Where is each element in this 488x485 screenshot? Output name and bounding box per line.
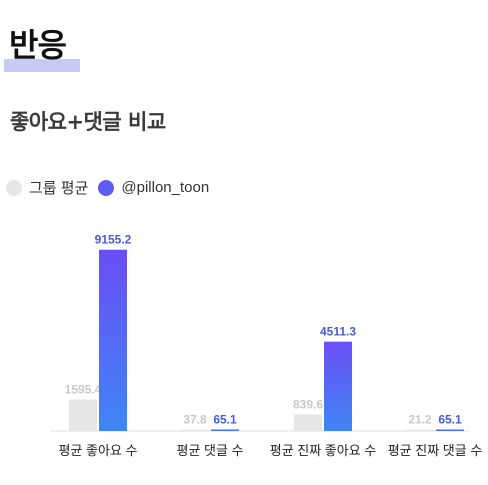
category-label: 평균 좋아요 수 [59, 443, 138, 458]
chart-title: 좋아요+댓글 비교 [10, 110, 166, 134]
category-label: 평균 댓글 수 [176, 443, 243, 458]
bar-account[interactable] [99, 249, 127, 431]
legend-label-group-average: 그룹 평균 [29, 180, 89, 197]
category-label: 평균 진짜 댓글 수 [388, 443, 483, 458]
bar-group-average[interactable] [294, 414, 322, 431]
section-title-text: 반응 [9, 26, 67, 64]
value-label-account: 65.1 [213, 413, 237, 427]
value-label-account: 4511.3 [320, 325, 356, 339]
category-label: 평균 진짜 좋아요 수 [270, 443, 377, 458]
section-title: 반응 [4, 22, 80, 72]
bar-group-average[interactable] [69, 399, 97, 431]
legend-item-account[interactable]: @pillon_toon [98, 179, 209, 196]
legend-label-account: @pillon_toon [121, 179, 210, 196]
bar-account[interactable] [436, 429, 464, 432]
bar-group-average[interactable] [406, 429, 434, 432]
value-label-account: 9155.2 [95, 233, 132, 247]
value-label-group-average: 839.6 [293, 397, 323, 411]
legend-item-group-average[interactable]: 그룹 평균 [6, 177, 88, 198]
bar-account[interactable] [324, 341, 352, 431]
value-label-group-average: 37.8 [183, 413, 207, 427]
bar-account[interactable] [211, 429, 239, 432]
legend-swatch-account [98, 179, 115, 196]
value-label-account: 65.1 [438, 413, 462, 427]
value-label-group-average: 1595.4 [65, 382, 102, 396]
chart-legend: 그룹 평균 @pillon_toon [6, 177, 219, 198]
legend-swatch-group-average [6, 179, 22, 196]
value-label-group-average: 21.2 [408, 413, 432, 427]
bar-group-average[interactable] [181, 429, 209, 432]
bar-chart: 1595.4 9155.2 평균 좋아요 수 37.8 65.1 평균 댓글 수 839.6… [50, 233, 483, 458]
